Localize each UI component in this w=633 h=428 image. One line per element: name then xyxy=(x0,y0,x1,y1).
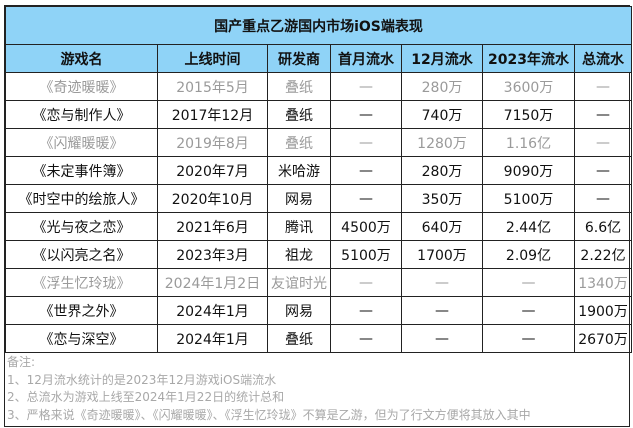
table-cell: 2670万 xyxy=(573,324,633,353)
table-row: 《闪耀暖暖》 2019年8月 叠纸 —1280万 1.16亿 — xyxy=(5,128,633,157)
column-header: 上线时间 xyxy=(157,44,268,73)
table-cell: 5100万 xyxy=(330,240,402,269)
table-cell: 《奇迹暖暖》 xyxy=(5,72,158,101)
data-table-container: 国产重点乙游国内市场iOS端表现 游戏名 上线时间 研发商 首月流水 12月流水 2023… xyxy=(4,5,633,427)
table-cell: 《以闪亮之名》 xyxy=(5,240,158,269)
table-cell: 280万 xyxy=(401,156,483,185)
table-cell: 腾讯 xyxy=(267,212,331,241)
table-cell: — xyxy=(330,296,402,325)
table-cell: — xyxy=(482,268,575,297)
note-line: 2、总流水为游戏上线至2024年1月22日的统计总和 xyxy=(7,390,285,404)
table-cell: — xyxy=(482,324,575,353)
table-row: 《光与夜之恋》 2021年6月 腾讯 4500万 640万 2.44亿 6.6亿 xyxy=(5,212,633,241)
table-cell: 2.44亿 xyxy=(482,212,575,241)
table-cell: 1280万 xyxy=(401,128,483,157)
table-cell: — xyxy=(573,184,633,213)
table-row: 《奇迹暖暖》 2015年5月 叠纸 —280万 3600万 — xyxy=(5,72,633,101)
table-cell: 2.22亿 xyxy=(573,240,633,269)
table-row: 《世界之外》 2024年1月 网易 — — —1900万 xyxy=(5,296,633,325)
table-cell: — xyxy=(330,156,402,185)
table-cell: — xyxy=(573,156,633,185)
table-cell: 《恋与制作人》 xyxy=(5,100,158,129)
table-cell: — xyxy=(401,268,483,297)
table-cell: 2.09亿 xyxy=(482,240,575,269)
table-cell: 2020年7月 xyxy=(157,156,268,185)
table-cell: 2020年10月 xyxy=(157,184,268,213)
table-cell: 2023年3月 xyxy=(157,240,268,269)
table-cell: — xyxy=(330,324,402,353)
notes: 备注: 1、12月流水统计的是2023年12月游戏iOS端流水 2、总流水为游戏上线… xyxy=(5,353,629,426)
table-cell: 《闪耀暖暖》 xyxy=(5,128,158,157)
table-cell: 《光与夜之恋》 xyxy=(5,212,158,241)
table-cell: 2024年1月2日 xyxy=(157,268,268,297)
table-cell: 280万 xyxy=(401,72,483,101)
table-cell: 3600万 xyxy=(482,72,575,101)
table-row: 《浮生忆玲珑》 2024年1月2日 友谊时光 — — —1340万 xyxy=(5,268,633,297)
note-line: 备注: xyxy=(7,355,36,369)
column-header: 总流水 xyxy=(573,44,633,73)
column-header: 研发商 xyxy=(267,44,331,73)
table-cell: 2017年12月 xyxy=(157,100,268,129)
table-cell: 5100万 xyxy=(482,184,575,213)
table-cell: — xyxy=(330,72,402,101)
table-cell: 1.16亿 xyxy=(482,128,575,157)
table-cell: 4500万 xyxy=(330,212,402,241)
table-row: 《时空中的绘旅人》 2020年10月 网易 —350万 5100万 — xyxy=(5,184,633,213)
table-cell: 2024年1月 xyxy=(157,296,268,325)
table-row: 《以闪亮之名》 2023年3月 祖龙 5100万 1700万 2.09亿 2.22亿 xyxy=(5,240,633,269)
table-cell: 叠纸 xyxy=(267,324,331,353)
table-cell: 叠纸 xyxy=(267,128,331,157)
table-cell: 9090万 xyxy=(482,156,575,185)
table-cell: — xyxy=(330,184,402,213)
table-cell: 2015年5月 xyxy=(157,72,268,101)
table-cell: 740万 xyxy=(401,100,483,129)
table-cell: 祖龙 xyxy=(267,240,331,269)
table-row: 《恋与制作人》 2017年12月 叠纸 —740万 7150万 — xyxy=(5,100,633,129)
table-cell: 2024年1月 xyxy=(157,324,268,353)
table-cell: 1700万 xyxy=(401,240,483,269)
table-cell: 640万 xyxy=(401,212,483,241)
table-cell: 叠纸 xyxy=(267,100,331,129)
table-cell: 2019年8月 xyxy=(157,128,268,157)
table-cell: — xyxy=(573,128,633,157)
table-cell: 1900万 xyxy=(573,296,633,325)
table-cell: 350万 xyxy=(401,184,483,213)
table-cell: 网易 xyxy=(267,296,331,325)
table-cell: 《未定事件簿》 xyxy=(5,156,158,185)
table-cell: 友谊时光 xyxy=(267,268,331,297)
table-cell: 《时空中的绘旅人》 xyxy=(5,184,158,213)
table-row: 《未定事件簿》 2020年7月 米哈游 —280万 9090万 — xyxy=(5,156,633,185)
column-header: 首月流水 xyxy=(330,44,402,73)
note-line: 3、严格来说《奇迹暖暖》、《闪耀暖暖》、《浮生忆玲珑》不算是乙游，但为了行文方便… xyxy=(7,407,531,422)
table-cell: 网易 xyxy=(267,184,331,213)
table-cell: 米哈游 xyxy=(267,156,331,185)
table-cell: 1340万 xyxy=(573,268,633,297)
table-cell: 7150万 xyxy=(482,100,575,129)
column-header: 游戏名 xyxy=(5,44,158,73)
table-cell: 叠纸 xyxy=(267,72,331,101)
table-cell: — xyxy=(330,268,402,297)
note-line: 1、12月流水统计的是2023年12月游戏iOS端流水 xyxy=(7,372,277,387)
table-row: 《恋与深空》 2024年1月 叠纸 — — —2670万 xyxy=(5,324,633,353)
column-header: 2023年流水 xyxy=(482,44,575,73)
table-cell: — xyxy=(330,100,402,129)
table-cell: — xyxy=(330,128,402,157)
table-cell: — xyxy=(401,296,483,325)
table-cell: 6.6亿 xyxy=(573,212,633,241)
table-cell: — xyxy=(482,296,575,325)
table-cell: — xyxy=(573,72,633,101)
table-cell: — xyxy=(573,100,633,129)
table-cell: — xyxy=(401,324,483,353)
column-header: 12月流水 xyxy=(401,44,483,73)
data-table: 国产重点乙游国内市场iOS端表现 游戏名 上线时间 研发商 首月流水 12月流水 2023… xyxy=(4,6,633,353)
table-cell: 《世界之外》 xyxy=(5,296,158,325)
table-cell: 《恋与深空》 xyxy=(5,324,158,353)
table-cell: 2021年6月 xyxy=(157,212,268,241)
table-cell: 《浮生忆玲珑》 xyxy=(5,268,158,297)
table-title: 国产重点乙游国内市场iOS端表现 xyxy=(4,6,633,45)
header-row: 游戏名 上线时间 研发商 首月流水 12月流水 2023年流水 总流水 xyxy=(5,44,633,73)
